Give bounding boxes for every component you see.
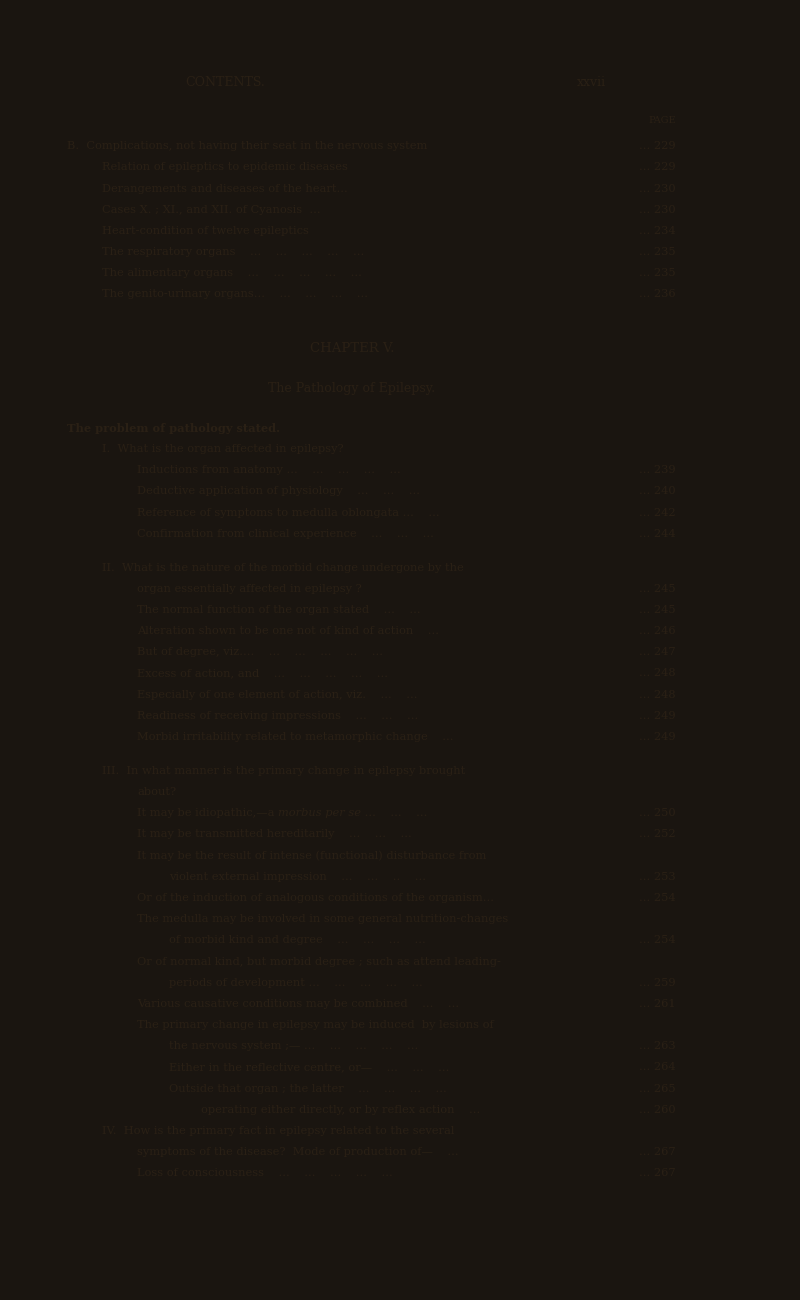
Text: Various causative conditions may be combined    ...    ...: Various causative conditions may be comb…	[138, 998, 459, 1009]
Text: ... 242: ... 242	[639, 507, 676, 517]
Text: Reference of symptoms to medulla oblongata ...    ...: Reference of symptoms to medulla oblonga…	[138, 507, 440, 517]
Text: ... 235: ... 235	[639, 247, 676, 257]
Text: Morbid irritability related to metamorphic change    ...: Morbid irritability related to metamorph…	[138, 732, 454, 742]
Text: ... 267: ... 267	[639, 1169, 676, 1178]
Text: ... 249: ... 249	[639, 732, 676, 742]
Text: ... 244: ... 244	[639, 529, 676, 538]
Text: The problem of pathology stated.: The problem of pathology stated.	[67, 422, 280, 434]
Text: It may be the result of intense (functional) disturbance from: It may be the result of intense (functio…	[138, 850, 486, 861]
Text: ... 236: ... 236	[639, 290, 676, 299]
Text: The normal function of the organ stated    ...    ...: The normal function of the organ stated …	[138, 604, 421, 615]
Text: ...    ...    ...: ... ... ...	[362, 809, 428, 818]
Text: B.  Complications, not having their seat in the nervous system: B. Complications, not having their seat …	[67, 142, 427, 151]
Text: periods of development ...    ...    ...    ...    ...: periods of development ... ... ... ... .…	[169, 978, 422, 988]
Text: Excess of action, and    ...    ...    ...    ...    ...: Excess of action, and ... ... ... ... ..…	[138, 668, 388, 679]
Text: Heart-condition of twelve epileptics: Heart-condition of twelve epileptics	[102, 226, 309, 235]
Text: CONTENTS.: CONTENTS.	[186, 75, 265, 88]
Text: Or of the induction of analogous conditions of the organism...: Or of the induction of analogous conditi…	[138, 893, 494, 903]
Text: about?: about?	[138, 786, 177, 797]
Text: But of degree, viz....    ...    ...    ...    ...    ...: But of degree, viz.... ... ... ... ... .…	[138, 647, 383, 658]
Text: Derangements and diseases of the heart...: Derangements and diseases of the heart..…	[102, 183, 348, 194]
Text: Either in the reflective centre, or—    ...    ...    ...: Either in the reflective centre, or— ...…	[169, 1062, 450, 1072]
Text: Deductive application of physiology    ...    ...    ...: Deductive application of physiology ... …	[138, 486, 420, 497]
Text: ... 254: ... 254	[639, 893, 676, 903]
Text: ... 253: ... 253	[639, 872, 676, 881]
Text: ... 248: ... 248	[639, 690, 676, 699]
Text: ... 265: ... 265	[639, 1084, 676, 1093]
Text: ... 245: ... 245	[639, 584, 676, 594]
Text: The medulla may be involved in some general nutrition-changes: The medulla may be involved in some gene…	[138, 914, 509, 924]
Text: It may be transmitted hereditarily    ...    ...    ...: It may be transmitted hereditarily ... .…	[138, 829, 412, 840]
Text: Outside that organ ; the latter    ...    ...    ...    ...: Outside that organ ; the latter ... ... …	[169, 1084, 446, 1093]
Text: I.  What is the organ affected in epilepsy?: I. What is the organ affected in epileps…	[102, 445, 344, 454]
Text: ... 254: ... 254	[639, 935, 676, 945]
Text: ... 249: ... 249	[639, 711, 676, 722]
Text: ... 248: ... 248	[639, 668, 676, 679]
Text: The genito-urinary organs...    ...    ...    ...    ...: The genito-urinary organs... ... ... ...…	[102, 290, 368, 299]
Text: CHAPTER V.: CHAPTER V.	[310, 342, 394, 355]
Text: ... 229: ... 229	[639, 142, 676, 151]
Text: Inductions from anatomy ...    ...    ...    ...    ...: Inductions from anatomy ... ... ... ... …	[138, 465, 401, 476]
Text: The alimentary organs    ...    ...    ...    ...    ...: The alimentary organs ... ... ... ... ..…	[102, 268, 362, 278]
Text: of morbid kind and degree    ...    ...    ...    ...: of morbid kind and degree ... ... ... ..…	[169, 935, 426, 945]
Text: ... 235: ... 235	[639, 268, 676, 278]
Text: morbus per se: morbus per se	[278, 809, 362, 818]
Text: Loss of consciousness    ...    ...    ...    ...    ...: Loss of consciousness ... ... ... ... ..…	[138, 1169, 393, 1178]
Text: ... 234: ... 234	[639, 226, 676, 235]
Text: It may be idiopathic,—a: It may be idiopathic,—a	[138, 809, 278, 818]
Text: ... 264: ... 264	[639, 1062, 676, 1072]
Text: Relation of epileptics to epidemic diseases: Relation of epileptics to epidemic disea…	[102, 162, 348, 173]
Text: The Pathology of Epilepsy.: The Pathology of Epilepsy.	[269, 382, 435, 395]
Text: ... 246: ... 246	[639, 627, 676, 636]
Text: ... 239: ... 239	[639, 465, 676, 476]
Text: Or of normal kind, but morbid degree ; such as attend leading-: Or of normal kind, but morbid degree ; s…	[138, 957, 501, 966]
Text: xxvii: xxvii	[577, 75, 606, 88]
Text: operating either directly, or by reflex action    ...: operating either directly, or by reflex …	[201, 1105, 480, 1115]
Text: Alteration shown to be one not of kind of action    ...: Alteration shown to be one not of kind o…	[138, 627, 439, 636]
Text: ... 245: ... 245	[639, 604, 676, 615]
Text: Cases X. ; XI., and XII. of Cyanosis  ...: Cases X. ; XI., and XII. of Cyanosis ...	[102, 204, 321, 214]
Text: violent external impression    ...    ...    ..    ...: violent external impression ... ... .. .…	[169, 872, 426, 881]
Text: The respiratory organs    ...    ...    ...    ...    ...: The respiratory organs ... ... ... ... .…	[102, 247, 364, 257]
Text: II.  What is the nature of the morbid change undergone by the: II. What is the nature of the morbid cha…	[102, 563, 464, 572]
Text: Especially of one element of action, viz.    ...    ...: Especially of one element of action, viz…	[138, 690, 418, 699]
Text: ... 229: ... 229	[639, 162, 676, 173]
Text: the nervous system ;— ...    ...    ...    ...    ...: the nervous system ;— ... ... ... ... ..…	[169, 1041, 418, 1052]
Text: ... 250: ... 250	[639, 809, 676, 818]
Text: ... 261: ... 261	[639, 998, 676, 1009]
Text: PAGE: PAGE	[648, 116, 676, 125]
Text: ... 252: ... 252	[639, 829, 676, 840]
Text: symptoms of the disease?  Mode of production of—    ...: symptoms of the disease? Mode of product…	[138, 1147, 459, 1157]
Text: III.  In what manner is the primary change in epilepsy brought: III. In what manner is the primary chang…	[102, 766, 466, 776]
Text: ... 267: ... 267	[639, 1147, 676, 1157]
Text: Confirmation from clinical experience    ...    ...    ...: Confirmation from clinical experience ..…	[138, 529, 434, 538]
Text: ... 240: ... 240	[639, 486, 676, 497]
Text: Readiness of receiving impressions    ...    ...    ...: Readiness of receiving impressions ... .…	[138, 711, 418, 722]
Text: ... 260: ... 260	[639, 1105, 676, 1115]
Text: ... 259: ... 259	[639, 978, 676, 988]
Text: organ essentially affected in epilepsy ?: organ essentially affected in epilepsy ?	[138, 584, 362, 594]
Text: ... 230: ... 230	[639, 183, 676, 194]
Text: The primary change in epilepsy may be induced  by lesions of: The primary change in epilepsy may be in…	[138, 1020, 494, 1030]
Text: ... 247: ... 247	[639, 647, 676, 658]
Text: ... 263: ... 263	[639, 1041, 676, 1052]
Text: ... 230: ... 230	[639, 204, 676, 214]
Text: IV.  How is the primary fact in epilepsy related to the several: IV. How is the primary fact in epilepsy …	[102, 1126, 454, 1136]
